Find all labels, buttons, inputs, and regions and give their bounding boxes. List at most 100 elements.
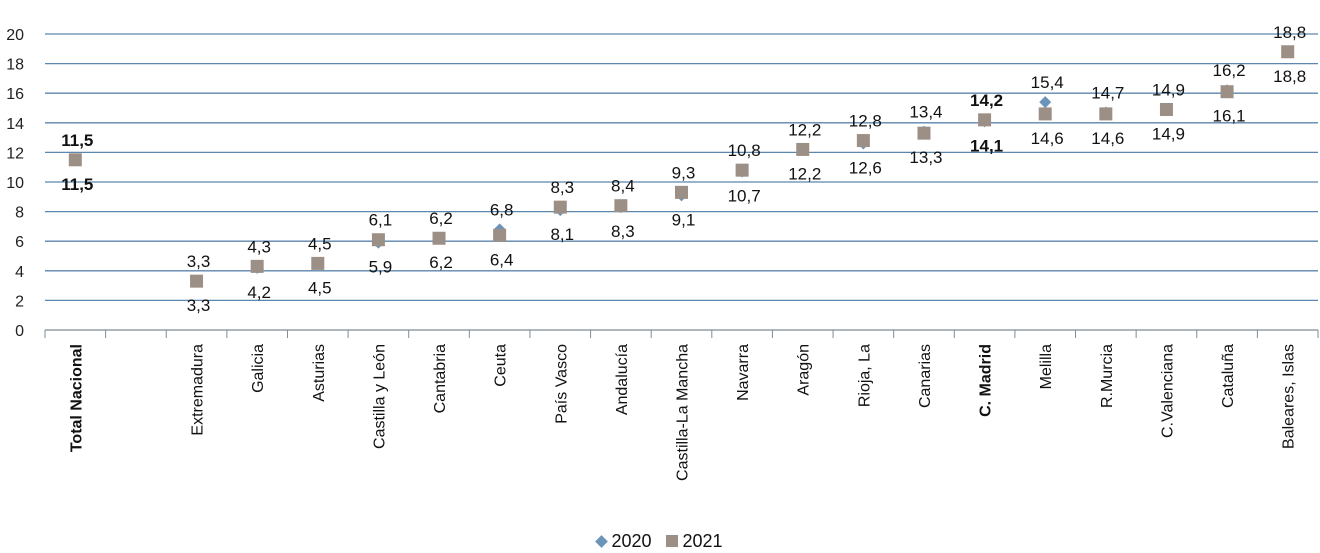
point-2021	[1281, 45, 1295, 59]
category-label: C.Valenciana	[1159, 344, 1176, 438]
point-2021	[856, 134, 870, 148]
y-tick-label: 14	[6, 116, 24, 133]
legend-2021-label: 2021	[682, 530, 723, 551]
data-label-2021: 3,3	[187, 252, 211, 271]
data-label-2021: 8,3	[550, 178, 574, 197]
y-tick-label: 12	[6, 145, 24, 162]
point-2020	[1039, 96, 1052, 109]
data-labels: 11,5 11,5 3,3 3,3 4,3 4,2 4,5 4,5 6,1 5,9 6,2 6,2 6,…	[61, 23, 1306, 315]
data-label-2020: 6,8	[490, 200, 514, 219]
point-2021	[371, 233, 385, 247]
data-label-2021: 9,3	[672, 163, 696, 182]
data-label-2020: 16,2	[1213, 61, 1246, 80]
data-label-2021: 6,1	[369, 211, 393, 230]
category-label: Castilla-La Mancha	[675, 344, 692, 481]
data-label-2020: 4,5	[308, 278, 332, 297]
point-2021	[493, 228, 507, 242]
point-2021	[675, 185, 688, 199]
data-label-2021: 6,2	[429, 209, 453, 228]
data-label-2021: 18,8	[1273, 23, 1306, 42]
category-label: Andalucía	[614, 344, 631, 415]
category-label: Asturias	[311, 344, 328, 402]
data-label-2020: 14,7	[1091, 83, 1124, 102]
point-2021	[1099, 107, 1113, 121]
point-2021	[614, 199, 628, 213]
data-label-2021: 13,3	[909, 148, 942, 167]
data-label-2020: 12,2	[788, 164, 821, 183]
y-tick-label: 0	[15, 323, 24, 340]
category-label: Melilla	[1038, 344, 1055, 389]
data-label-2021: 14,6	[1031, 129, 1064, 148]
data-label-2021: 14,2	[970, 91, 1003, 110]
y-tick-label: 2	[15, 293, 24, 310]
data-label-2020: 8,1	[550, 225, 574, 244]
point-2021	[1220, 85, 1234, 99]
point-2021	[735, 163, 749, 177]
point-2021	[432, 231, 446, 245]
data-label-2021: 8,4	[611, 177, 635, 196]
category-label: Galicia	[250, 344, 267, 393]
data-points	[68, 45, 1295, 288]
data-label-2021: 12,2	[788, 120, 821, 139]
point-2021	[68, 153, 82, 167]
data-label-2021: 16,1	[1213, 107, 1246, 126]
legend-2020-label: 2020	[611, 530, 652, 551]
category-label: Canarias	[917, 344, 934, 408]
x-axis: Total Nacional Extremadura Galicia Asturias…	[44, 330, 1319, 481]
point-2021	[190, 274, 204, 288]
category-label: Navarra	[735, 344, 752, 401]
legend-2020-diamond-icon	[595, 534, 609, 548]
data-label-2021: 10,8	[728, 141, 761, 160]
category-label: Cantabria	[432, 344, 449, 413]
category-label: Extremadura	[190, 344, 207, 436]
y-tick-label: 18	[6, 57, 24, 74]
point-2021	[250, 259, 264, 273]
point-2021	[796, 142, 810, 156]
data-label-2020: 14,1	[970, 136, 1003, 155]
data-label-2021: 11,5	[61, 131, 93, 150]
data-label-2021: 4,3	[247, 237, 271, 256]
data-label-2020: 10,7	[728, 187, 761, 206]
y-tick-label: 16	[6, 86, 24, 103]
y-tick-label: 6	[15, 234, 24, 251]
y-tick-label: 20	[6, 27, 24, 44]
chart: 0 2 4 6 8 10 12 14 16 18 20 Total Nacional Extremad…	[6, 23, 1319, 481]
data-label-2020: 14,9	[1152, 124, 1185, 143]
data-label-2020: 11,5	[61, 175, 93, 194]
y-tick-label: 10	[6, 175, 24, 192]
y-axis: 0 2 4 6 8 10 12 14 16 18 20	[6, 27, 24, 340]
point-2021	[917, 126, 931, 140]
category-label: Castilla y León	[371, 344, 388, 449]
category-label: Total Nacional	[68, 344, 85, 452]
data-label-2020: 18,8	[1273, 67, 1306, 86]
data-label-2021: 12,8	[849, 112, 882, 131]
data-label-2021: 14,6	[1091, 129, 1124, 148]
data-label-2020: 5,9	[369, 258, 393, 277]
y-tick-label: 4	[15, 264, 24, 281]
category-label: Rioja, La	[856, 344, 873, 407]
category-label: País Vasco	[553, 344, 570, 424]
data-label-2020: 13,4	[909, 103, 942, 122]
point-2021	[1038, 107, 1052, 121]
data-label-2021: 6,4	[490, 250, 514, 269]
data-label-2020: 9,1	[672, 210, 696, 229]
category-label: Ceuta	[493, 344, 510, 387]
category-label: Aragón	[796, 344, 813, 396]
data-label-2021: 14,9	[1152, 80, 1185, 99]
point-2021	[553, 200, 567, 214]
category-label: C. Madrid	[978, 344, 995, 417]
data-label-2020: 8,3	[611, 222, 635, 241]
legend-2021-square-icon	[665, 535, 678, 548]
data-label-2020: 12,6	[849, 159, 882, 178]
data-label-2020: 3,3	[187, 296, 211, 315]
point-2021	[1159, 102, 1173, 116]
data-label-2020: 6,2	[429, 253, 453, 272]
category-label: Baleares, Islas	[1281, 344, 1298, 449]
legend: 2020 2021	[0, 530, 1320, 552]
data-label-2020: 15,4	[1031, 73, 1064, 92]
data-label-2021: 4,5	[308, 234, 332, 253]
point-2021	[311, 256, 325, 270]
category-label: R.Murcia	[1099, 344, 1116, 408]
point-2021	[978, 113, 992, 127]
category-label: Cataluña	[1220, 344, 1237, 408]
